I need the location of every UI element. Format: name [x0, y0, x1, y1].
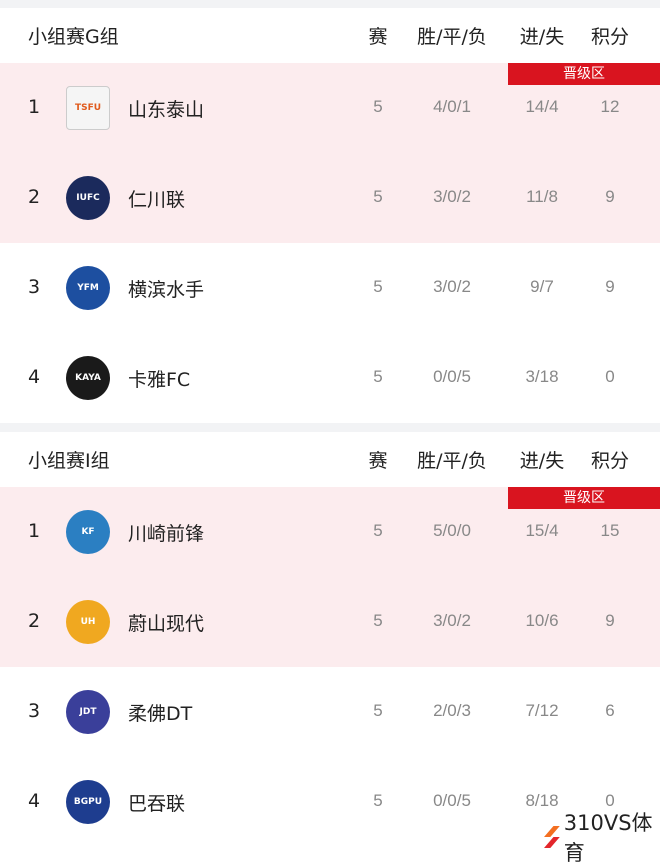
stat-gf_ga: 3/18	[525, 367, 559, 386]
stat-wdl: 4/0/1	[433, 97, 471, 116]
rank: 3	[28, 700, 41, 722]
brand-logo-icon	[544, 826, 560, 848]
rank: 1	[28, 520, 41, 542]
team-name[interactable]: 仁川联	[128, 189, 186, 211]
stat-wdl: 3/0/2	[433, 187, 471, 206]
stat-played: 5	[373, 367, 383, 386]
stat-points: 9	[605, 187, 615, 206]
stat-gf_ga: 11/8	[526, 187, 558, 206]
stat-wdl: 0/0/5	[433, 367, 471, 386]
team-name[interactable]: 山东泰山	[128, 99, 205, 121]
group-header: 小组赛G组 赛 胜/平/负 进/失 积分晋级区	[0, 8, 660, 85]
table-row[interactable]: 3 JDT 柔佛DT 5 2/0/3 7/12 6	[0, 667, 660, 757]
stat-points: 15	[600, 521, 620, 540]
stat-points: 0	[605, 367, 615, 386]
team-logo-icon: KF	[66, 510, 110, 554]
column-header-gf_ga: 进/失	[519, 26, 565, 48]
stat-gf_ga: 15/4	[525, 521, 559, 540]
stat-played: 5	[373, 611, 383, 630]
stat-gf_ga: 9/7	[530, 277, 554, 296]
stat-wdl: 0/0/5	[433, 791, 471, 810]
team-name[interactable]: 巴吞联	[128, 793, 186, 815]
column-header-points: 积分	[590, 26, 630, 48]
stat-played: 5	[373, 521, 383, 540]
column-header-played: 赛	[368, 26, 388, 48]
column-header-wdl: 胜/平/负	[417, 26, 487, 48]
column-header-points: 积分	[590, 450, 630, 472]
stat-played: 5	[373, 791, 383, 810]
team-name[interactable]: 蔚山现代	[128, 613, 205, 635]
team-logo-icon: JDT	[66, 690, 110, 734]
stat-played: 5	[373, 701, 383, 720]
group-table: 小组赛I组赛胜/平/负 进/失 积分 晋级区 1 KF 川崎前锋 5 5/0/0 15/4 1…	[0, 432, 660, 847]
stat-points: 9	[605, 277, 615, 296]
stat-gf_ga: 14/4	[525, 97, 559, 116]
table-row[interactable]: 1 KF 川崎前锋 5 5/0/0 15/4 15	[0, 487, 660, 577]
stat-gf_ga: 10/6	[525, 611, 559, 630]
stat-points: 9	[605, 611, 615, 630]
group-title: 小组赛G组	[28, 26, 119, 48]
column-header-wdl: 胜/平/负	[417, 450, 487, 472]
table-row[interactable]: 2 UH 蔚山现代 5 3/0/2 10/6 9	[0, 577, 660, 667]
stat-played: 5	[373, 187, 383, 206]
rank: 1	[28, 96, 41, 118]
rank: 3	[28, 276, 41, 298]
stat-points: 6	[605, 701, 615, 720]
team-name[interactable]: 川崎前锋	[128, 523, 205, 545]
team-logo-icon: YFM	[66, 266, 110, 310]
group-header: 小组赛I组 赛 胜/平/负 进/失 积分晋级区	[0, 432, 660, 509]
qualify-zone-badge: 晋级区	[508, 487, 660, 509]
team-logo-icon: BGPU	[66, 780, 110, 824]
rank: 4	[28, 366, 41, 388]
stat-wdl: 3/0/2	[433, 611, 471, 630]
table-row[interactable]: 4 KAYA 卡雅FC 5 0/0/5 3/18 0	[0, 333, 660, 423]
rank: 4	[28, 790, 41, 812]
stat-points: 0	[605, 791, 615, 810]
team-logo-icon: UH	[66, 600, 110, 644]
team-logo-icon: KAYA	[66, 356, 110, 400]
column-header-gf_ga: 进/失	[519, 450, 565, 472]
qualify-zone-badge: 晋级区	[508, 63, 660, 85]
stat-gf_ga: 7/12	[525, 701, 559, 720]
stat-points: 12	[600, 97, 620, 116]
team-logo-icon: IUFC	[66, 176, 110, 220]
group-separator	[0, 423, 660, 432]
team-name[interactable]: 卡雅FC	[128, 369, 191, 391]
top-strip	[0, 0, 660, 8]
team-name[interactable]: 柔佛DT	[128, 703, 193, 725]
rank: 2	[28, 186, 41, 208]
group-title: 小组赛I组	[28, 450, 110, 472]
group-table: 小组赛G组 赛 胜/平/负 进/失 积分晋级区 1 TSFU 山东泰山 5 4/0/1 14/…	[0, 8, 660, 423]
rank: 2	[28, 610, 41, 632]
watermark-text: 310VS体育	[563, 811, 653, 865]
table-row[interactable]: 3 YFM 横滨水手 5 3/0/2 9/7 9	[0, 243, 660, 333]
stat-wdl: 2/0/3	[433, 701, 471, 720]
team-name[interactable]: 横滨水手	[128, 279, 205, 301]
table-row[interactable]: 4 BGPU 巴吞联 5 0/0/5 8/18 0	[0, 757, 660, 847]
stat-wdl: 3/0/2	[433, 277, 471, 296]
column-header-played: 赛	[368, 450, 388, 472]
table-row[interactable]: 2 IUFC 仁川联 5 3/0/2 11/8 9	[0, 153, 660, 243]
watermark: 310VS体育	[510, 811, 660, 865]
stat-wdl: 5/0/0	[433, 521, 471, 540]
stat-gf_ga: 8/18	[525, 791, 559, 810]
stat-played: 5	[373, 277, 383, 296]
stat-played: 5	[373, 97, 383, 116]
team-logo-icon: TSFU	[66, 86, 110, 130]
